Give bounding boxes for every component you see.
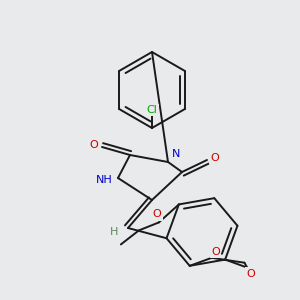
Text: Cl: Cl bbox=[147, 105, 158, 115]
Text: H: H bbox=[110, 227, 118, 237]
Text: NH: NH bbox=[96, 175, 112, 185]
Text: O: O bbox=[247, 268, 256, 279]
Text: O: O bbox=[211, 247, 220, 257]
Text: O: O bbox=[90, 140, 98, 150]
Text: O: O bbox=[211, 153, 219, 163]
Text: N: N bbox=[172, 149, 180, 159]
Text: O: O bbox=[152, 209, 161, 219]
